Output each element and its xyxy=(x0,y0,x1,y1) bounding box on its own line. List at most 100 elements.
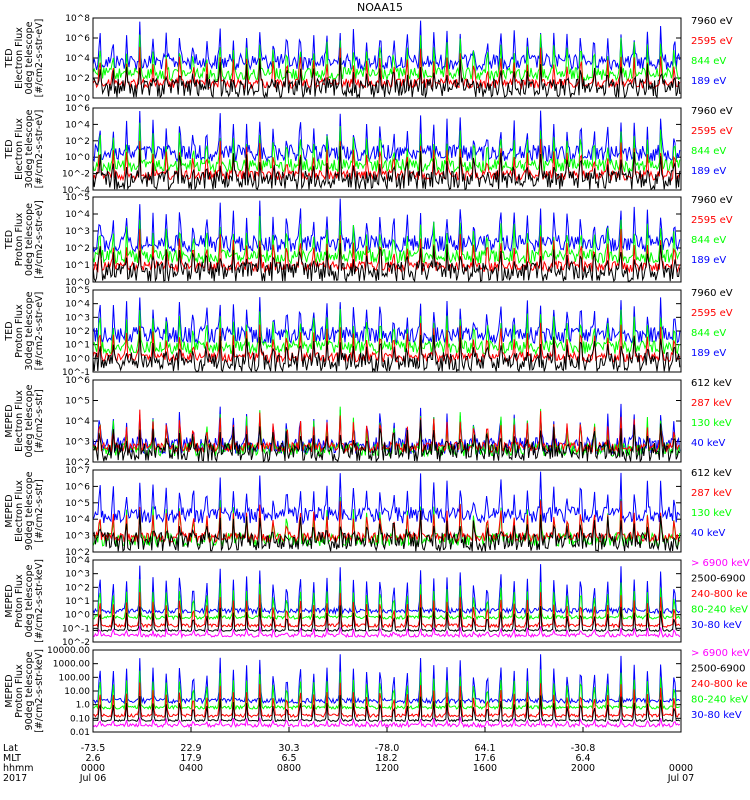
panel-frame xyxy=(92,289,682,373)
y-tick-label: 10^8 xyxy=(65,14,90,24)
legend-entry: 844 eV xyxy=(691,56,726,67)
x-row-label: hhmm xyxy=(3,763,34,774)
y-tick-label: 10^-4 xyxy=(62,186,90,196)
legend-entry: 189 eV xyxy=(691,255,726,266)
x-tick-lat: -30.8 xyxy=(571,743,596,754)
legend-entry: 80-240 keV xyxy=(691,605,748,616)
y-tick-label: 10^0 xyxy=(65,153,90,163)
panel-frame xyxy=(92,196,682,283)
series-group xyxy=(93,20,681,98)
x-tick-lat: -73.5 xyxy=(81,743,106,754)
y-tick-label: 10^4 xyxy=(65,54,90,64)
series-line xyxy=(93,409,680,454)
y-tick-label: 10^4 xyxy=(65,210,90,220)
series-line xyxy=(93,654,681,705)
series-line xyxy=(93,330,681,372)
series-line xyxy=(93,625,681,639)
x-tick-mlt: 2.6 xyxy=(85,753,100,764)
y-axis-label: MEPED xyxy=(4,494,15,527)
panel-frame xyxy=(92,469,682,553)
x-tick-hhmm: 0000 xyxy=(669,763,693,774)
y-axis-label: TED xyxy=(4,230,15,250)
panel-3: 10^0 10^1 10^2 10^3 10^4 10^5 TED Proton Flux 0d… xyxy=(4,193,733,288)
y-tick-label: 10^0 xyxy=(65,278,90,288)
y-tick-label: 10^-1 xyxy=(62,368,90,378)
legend-entry: 130 keV xyxy=(691,418,732,429)
y-axis-label: [#/cm2-s-str-keV] xyxy=(34,559,45,643)
legend-entry: 2500-6900 xyxy=(691,664,746,675)
y-tick-label: 10^2 xyxy=(65,583,90,593)
y-axis-label: Electron Flux xyxy=(14,480,25,542)
series-line xyxy=(93,682,680,719)
y-axis-label: Electron Flux xyxy=(14,27,25,89)
y-axis-label: MEPED xyxy=(4,404,15,437)
y-axis-label: TED xyxy=(4,48,15,68)
y-tick-label: 10^1 xyxy=(65,597,90,607)
y-axis-label: MEPED xyxy=(4,674,15,707)
series-line xyxy=(93,579,681,621)
x-tick-hhmm: 0000 xyxy=(81,763,105,774)
y-axis-label: [#/cm2-s-str] xyxy=(34,389,45,452)
y-tick-label: 10^2 xyxy=(65,548,90,558)
x-tick-hhmm: 0800 xyxy=(277,763,301,774)
y-tick-label: 10^4 xyxy=(65,300,90,310)
legend-entry: 80-240 keV xyxy=(691,695,748,706)
y-axis-label: 0deg telescope xyxy=(24,21,35,94)
series-line xyxy=(93,215,681,265)
legend-entry: > 6900 keV xyxy=(691,648,750,659)
series-line xyxy=(93,695,681,723)
legend-entry: 2595 eV xyxy=(691,308,733,319)
legend-entry: 30-80 keV xyxy=(691,710,742,721)
panel-frame xyxy=(92,17,682,99)
legend-entry: 2595 eV xyxy=(691,215,733,226)
panel-frame xyxy=(92,107,682,191)
series-group xyxy=(93,471,681,552)
y-tick-label: 10^3 xyxy=(65,570,90,580)
series-line xyxy=(93,228,681,274)
plot-title: NOAA15 xyxy=(357,1,403,14)
y-tick-label: 10^4 xyxy=(65,417,90,427)
legend-entry: 844 eV xyxy=(691,328,726,339)
y-axis-label: 0deg telescope xyxy=(24,384,35,457)
x-tick-date: Jul 07 xyxy=(667,773,695,784)
y-axis-label: TED xyxy=(4,321,15,341)
y-tick-label: 10^5 xyxy=(65,397,90,407)
panel-7: 10^-2 10^-1 10^0 10^1 10^2 10^3 10^4 MEPED Proto… xyxy=(4,556,750,648)
panel-8: 0.01 0.10 1.0 10.00 100.00 1000.00 10000.00 MEP… xyxy=(4,646,750,738)
y-tick-label: 10^5 xyxy=(65,286,90,296)
legend-entry: 612 keV xyxy=(691,378,732,389)
y-tick-label: 10^-2 xyxy=(62,170,90,180)
legend-entry: 7960 eV xyxy=(691,288,733,299)
y-axis-label: 90deg telescope xyxy=(24,471,35,550)
y-axis-label: [#/cm2-s-str-eV] xyxy=(34,19,45,98)
x-row-label: 2017 xyxy=(3,773,27,784)
y-axis-label: Electron Flux xyxy=(14,390,25,452)
y-tick-label: 10^1 xyxy=(65,341,90,351)
x-tick-mlt: 17.6 xyxy=(474,753,495,764)
y-axis-label: 90deg telescope xyxy=(24,651,35,730)
y-tick-label: 10^6 xyxy=(65,376,90,386)
y-tick-label: 10^5 xyxy=(65,499,90,509)
panel-frame xyxy=(92,559,682,643)
panel-frame xyxy=(92,379,682,463)
legend-entry: 2595 eV xyxy=(691,126,733,137)
y-tick-label: 10^6 xyxy=(65,104,90,114)
y-tick-label: 10^-1 xyxy=(62,624,90,634)
series-line xyxy=(93,669,681,711)
y-tick-label: 10000.00 xyxy=(47,646,90,656)
y-tick-label: 10^4 xyxy=(65,556,90,566)
y-tick-label: 10^2 xyxy=(65,244,90,254)
legend-entry: 189 eV xyxy=(691,348,726,359)
x-tick-hhmm: 1200 xyxy=(375,763,399,774)
y-tick-label: 0.10 xyxy=(70,714,90,724)
y-tick-label: 10^3 xyxy=(65,227,90,237)
y-tick-label: 10^1 xyxy=(65,261,90,271)
series-line xyxy=(93,146,681,190)
y-tick-label: 10^6 xyxy=(65,34,90,44)
x-tick-mlt: 17.9 xyxy=(180,753,201,764)
y-axis-label: Proton Flux xyxy=(14,212,25,266)
y-tick-label: 10^2 xyxy=(65,327,90,337)
